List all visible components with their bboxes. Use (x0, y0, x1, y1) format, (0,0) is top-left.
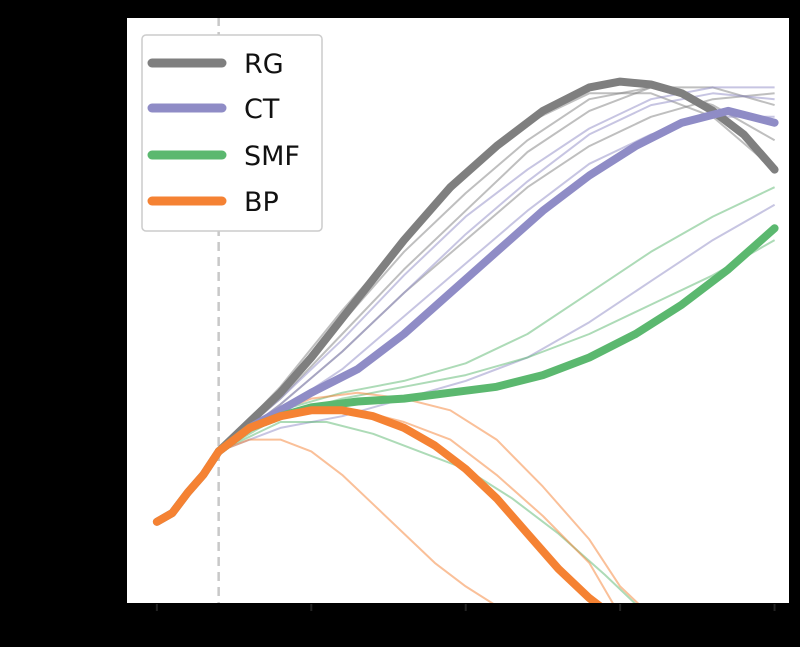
series-ct-thin-line-3 (218, 92, 775, 453)
legend-label-smf: SMF (244, 141, 300, 172)
legend-label-rg: RG (244, 49, 284, 80)
legend-box (141, 34, 323, 232)
series-rg-thin-line-1 (218, 86, 775, 453)
plot-frame (125, 16, 791, 605)
series-bp-thin-line-1 (218, 438, 496, 604)
series-bp-line (152, 406, 604, 604)
x-axis-ticks (155, 604, 776, 611)
legend-label-bp: BP (244, 187, 279, 218)
series-smf-thin-line-0 (218, 186, 776, 453)
main-series-lines (152, 77, 779, 604)
legend: RG CT SMF BP (141, 34, 323, 232)
legend-label-ct: CT (244, 94, 280, 125)
series-ct-line (214, 106, 779, 456)
